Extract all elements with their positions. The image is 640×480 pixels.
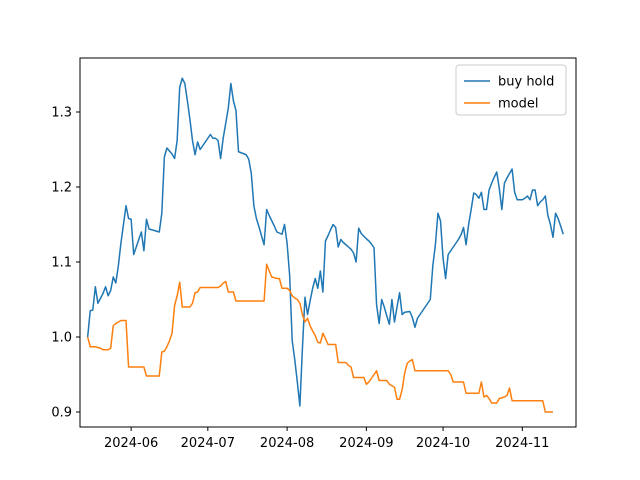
legend-label: model — [498, 97, 538, 112]
y-tick-label: 1.3 — [51, 106, 72, 121]
series-layer — [86, 77, 564, 413]
x-tick-label: 2024-11 — [495, 436, 549, 451]
legend-label: buy hold — [498, 75, 554, 90]
x-tick-label: 2024-08 — [260, 436, 314, 451]
legend: buy hold model — [455, 64, 567, 116]
y-tick-label: 1.0 — [51, 331, 72, 346]
x-tick-label: 2024-07 — [181, 436, 235, 451]
x-tick-label: 2024-10 — [416, 436, 470, 451]
x-axis: 2024-06 2024-07 2024-08 2024-09 2024-10 2024-… — [104, 427, 549, 451]
series-line-buy-hold — [86, 77, 564, 407]
y-tick-label: 0.9 — [51, 406, 72, 421]
y-tick-label: 1.2 — [51, 181, 72, 196]
y-axis: 0.9 1.0 1.1 1.2 1.3 — [51, 106, 80, 421]
x-tick-label: 2024-09 — [339, 436, 393, 451]
y-tick-label: 1.1 — [51, 256, 72, 271]
series-line-model — [86, 263, 553, 413]
plot-frame — [79, 57, 577, 428]
x-tick-label: 2024-06 — [104, 436, 158, 451]
